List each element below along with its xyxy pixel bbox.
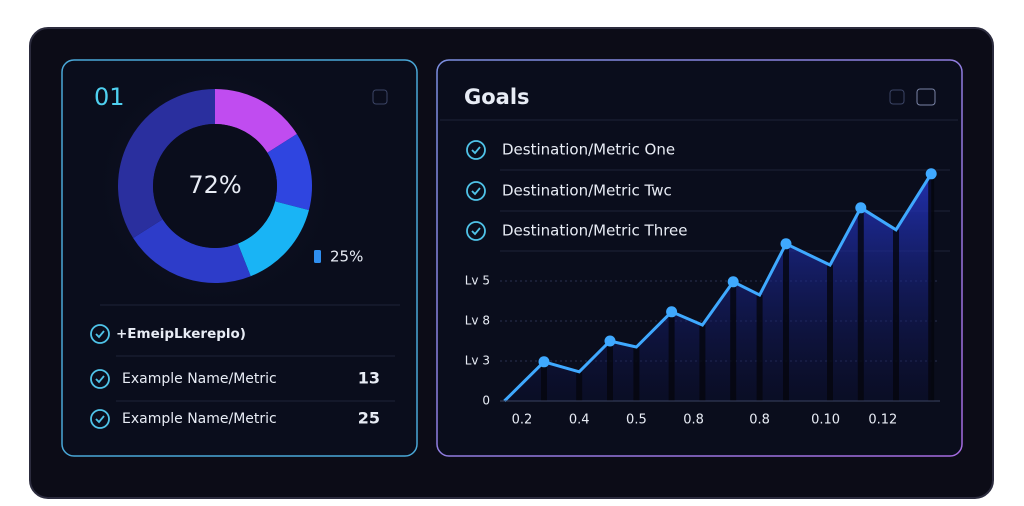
list-label: +EmeipLkereplo) (116, 326, 246, 342)
donut-segment (237, 201, 309, 277)
point (604, 335, 616, 347)
panel-title: 01 (94, 83, 125, 111)
check-icon (90, 324, 110, 344)
icon (916, 88, 936, 106)
check-mark (471, 227, 481, 236)
list-value: 13 (358, 369, 380, 388)
donut-hole (153, 124, 277, 248)
panel-title: Goals (464, 85, 530, 109)
icon (889, 89, 905, 105)
goal-label: Destination/Metric Three (502, 222, 688, 240)
check-mark (95, 375, 105, 384)
line (503, 173, 933, 403)
check-mark (471, 146, 481, 155)
x-tick-label: 0.2 (512, 413, 533, 428)
list-label: Example Name/Metric (122, 411, 277, 427)
check-mark (95, 330, 105, 339)
check-mark (95, 415, 105, 424)
list-label: Example Name/Metric (122, 371, 277, 387)
point (925, 168, 937, 180)
list-value: 25 (358, 409, 380, 428)
check-icon (90, 409, 110, 429)
battery-icon (314, 250, 321, 263)
x-tick-label: 0.5 (626, 413, 647, 428)
point (538, 356, 550, 368)
x-tick-label: 0.12 (868, 413, 897, 428)
point (727, 276, 739, 288)
side-label: 25% (330, 248, 363, 266)
x-tick-label: 0.8 (749, 413, 770, 428)
center-label: 72% (188, 171, 241, 199)
check-icon (466, 140, 486, 160)
x-tick-label: 0.8 (683, 413, 704, 428)
donut-segment (117, 89, 215, 238)
check-icon (466, 181, 486, 201)
point (855, 202, 867, 214)
point (780, 238, 792, 250)
icon (372, 89, 388, 105)
y-tick-label: Lv 3 (465, 354, 490, 368)
check-icon (90, 369, 110, 389)
check-icon (466, 221, 486, 241)
donut-segment (215, 89, 297, 153)
donut-segment (267, 134, 312, 211)
donut-segment (133, 219, 251, 283)
goal-label: Destination/Metric One (502, 141, 675, 159)
point (666, 306, 678, 318)
check-mark (471, 187, 481, 196)
x-tick-label: 0.4 (569, 413, 590, 428)
y-tick-label: Lv 5 (465, 274, 490, 288)
x-tick-label: 0.10 (811, 413, 840, 428)
y-tick-label: Lv 8 (465, 314, 490, 328)
goal-label: Destination/Metric Twc (502, 182, 672, 200)
y-tick-label: 0 (482, 394, 490, 408)
